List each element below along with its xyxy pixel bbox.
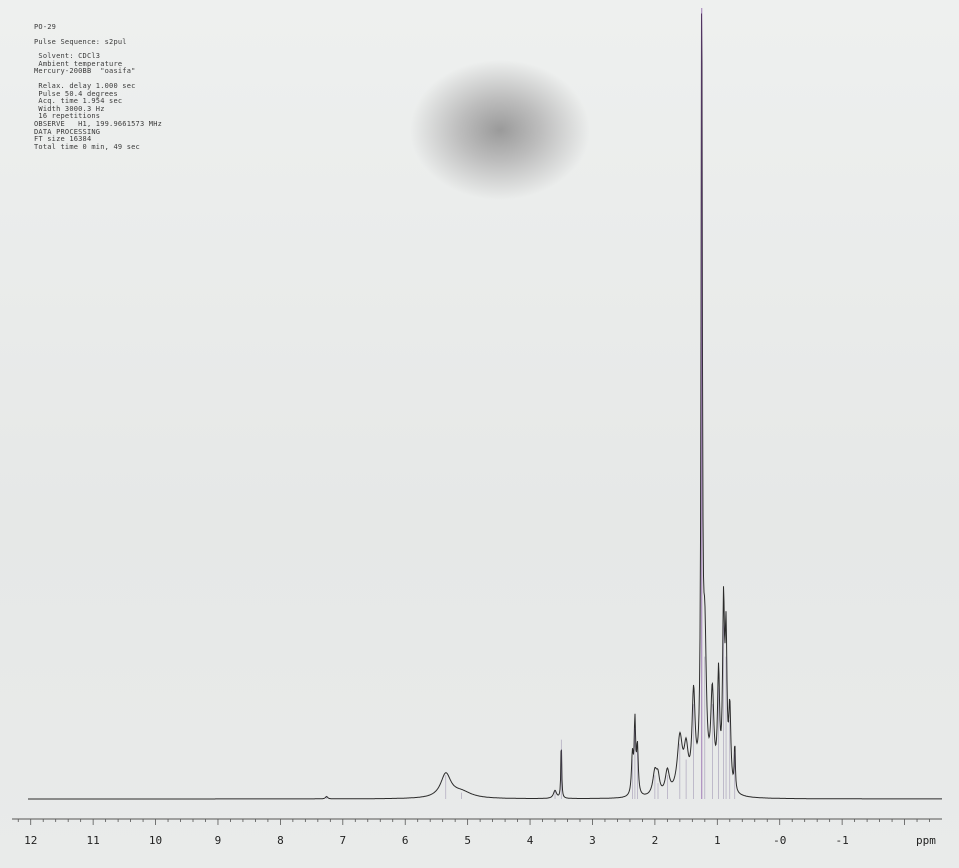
x-tick-label: 6 [402, 834, 409, 847]
x-tick-label: -1 [836, 834, 849, 847]
x-tick-label: 5 [464, 834, 471, 847]
x-tick-label: 4 [527, 834, 534, 847]
parameter-line: Acq. time 1.954 sec [34, 97, 123, 106]
x-tick-label: 1 [714, 834, 721, 847]
x-axis: 12 11 10 9 8 7 6 5 4 3 2 1 -0 -1 ppm [12, 818, 942, 847]
parameter-line: PO-29 [34, 23, 57, 31]
x-tick-label: 8 [277, 834, 284, 847]
spectrum-trace [28, 8, 942, 800]
x-tick-label: 7 [339, 834, 346, 847]
acquisition-parameters: PO-29 Pulse Sequence: s2pul Solvent: CDCl… [34, 23, 163, 151]
parameter-line: Pulse 50.4 degrees [34, 89, 118, 98]
x-tick-label: 11 [87, 834, 100, 847]
parameter-line: OBSERVE H1, 199.9661573 MHz [34, 119, 163, 128]
x-tick-label: 12 [24, 834, 37, 847]
parameter-line: Total time 0 min, 49 sec [34, 142, 140, 151]
x-tick-label: 2 [652, 834, 659, 847]
x-tick-label: 9 [215, 834, 222, 847]
parameter-line: FT size 16384 [34, 135, 92, 144]
parameter-line: Mercury-200BB "oasifa" [34, 67, 136, 76]
x-tick-label: 3 [589, 834, 596, 847]
parameter-line: Solvent: CDCl3 [34, 52, 101, 61]
spectrum-line [28, 13, 942, 800]
parameter-line: Pulse Sequence: s2pul [34, 37, 127, 46]
parameter-line: Ambient temperature [34, 59, 123, 68]
parameter-line: DATA PROCESSING [34, 127, 101, 136]
parameter-line: Relax. delay 1.000 sec [34, 81, 136, 90]
x-tick-label: 10 [149, 834, 162, 847]
x-axis-label: ppm [916, 834, 936, 847]
parameter-line: Width 3000.3 Hz [34, 104, 105, 113]
x-tick-label: -0 [773, 834, 786, 847]
parameter-line: 16 repetitions [34, 112, 101, 121]
